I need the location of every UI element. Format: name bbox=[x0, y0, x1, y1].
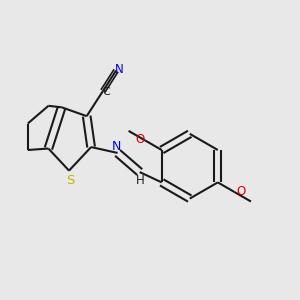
Text: N: N bbox=[112, 140, 121, 153]
Text: C: C bbox=[103, 87, 110, 97]
Text: N: N bbox=[115, 62, 124, 76]
Text: S: S bbox=[66, 173, 74, 187]
Text: O: O bbox=[135, 133, 145, 146]
Text: O: O bbox=[236, 185, 245, 198]
Text: H: H bbox=[136, 173, 145, 187]
